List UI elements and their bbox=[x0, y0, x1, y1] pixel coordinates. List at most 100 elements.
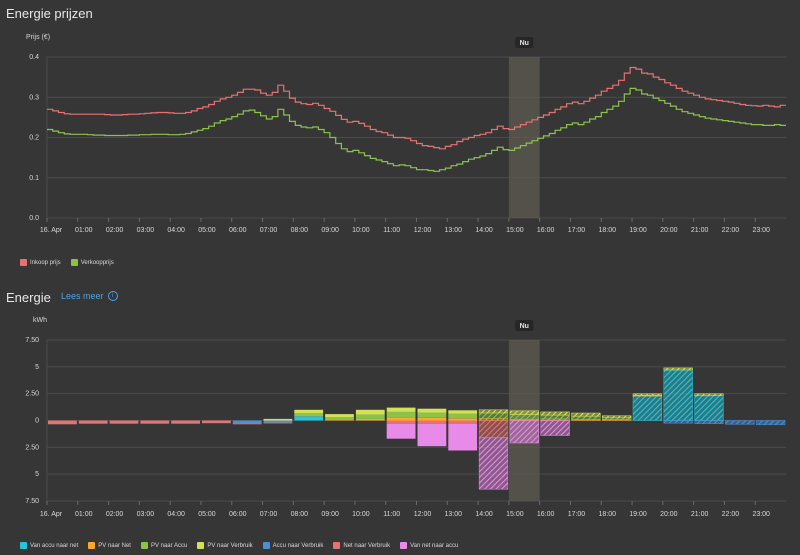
bar-0-19 bbox=[632, 395, 663, 421]
energy-card-title: Energie bbox=[6, 290, 51, 305]
bar-2-11 bbox=[386, 411, 416, 418]
legend-swatch bbox=[262, 542, 270, 549]
x-tick-label: 15:00 bbox=[506, 227, 524, 234]
x-tick-label: 08:00 bbox=[291, 227, 309, 234]
x-tick-label: 20:00 bbox=[660, 227, 678, 234]
legend-item-inkoop[interactable]: Inkoop prijs bbox=[20, 259, 61, 266]
bar-3-14 bbox=[478, 409, 509, 414]
bar-5-13 bbox=[448, 420, 478, 424]
x-tick-label: 17:00 bbox=[568, 511, 586, 518]
x-tick-label: 18:00 bbox=[598, 227, 616, 234]
legend-item-pv-verbruik[interactable]: PV naar Verbruik bbox=[197, 542, 253, 549]
x-tick-label: 15:00 bbox=[506, 511, 524, 518]
bar-3-15 bbox=[509, 410, 539, 415]
bar-5-0 bbox=[48, 420, 77, 425]
x-tick-label: 12:00 bbox=[414, 227, 432, 234]
bar-1-11 bbox=[386, 417, 416, 421]
x-tick-label: 05:00 bbox=[198, 511, 216, 518]
x-tick-label: 06:00 bbox=[229, 511, 247, 518]
x-tick-label: 07:00 bbox=[260, 227, 278, 234]
now-label: Nu bbox=[520, 40, 529, 47]
bar-1-14 bbox=[478, 418, 509, 421]
x-tick-label: 16. Apr bbox=[40, 227, 63, 234]
bar-5-12 bbox=[417, 420, 447, 424]
legend-label: PV naar Accu bbox=[150, 542, 188, 549]
bar-4-7 bbox=[263, 420, 293, 423]
bar-5-2 bbox=[109, 420, 139, 424]
legend-label: Accu naar Verbruik bbox=[272, 542, 324, 549]
series-line-1 bbox=[47, 87, 786, 172]
y-tick-label: 5 bbox=[35, 471, 39, 478]
bar-5-4 bbox=[171, 420, 200, 424]
bar-3-11 bbox=[386, 407, 416, 412]
y-tick-label: 0 bbox=[35, 418, 39, 425]
now-band bbox=[508, 57, 540, 218]
y-tick-label: 0.1 bbox=[29, 175, 39, 182]
legend-item-net-accu[interactable]: Van net naar accu bbox=[400, 542, 458, 549]
legend-swatch bbox=[20, 259, 27, 266]
bar-3-13 bbox=[448, 410, 478, 414]
legend-item-accu-net[interactable]: Van accu naar net bbox=[20, 542, 78, 549]
bar-6-11 bbox=[386, 423, 416, 439]
bar-3-9 bbox=[325, 414, 354, 418]
legend-item-net-verbruik[interactable]: Net naar Verbruik bbox=[333, 542, 390, 549]
x-tick-label: 09:00 bbox=[321, 511, 339, 518]
bar-2-15 bbox=[509, 414, 539, 420]
legend-swatch bbox=[140, 542, 148, 549]
bar-2-14 bbox=[478, 412, 509, 419]
bar-5-6 bbox=[232, 423, 262, 425]
x-tick-label: 22:00 bbox=[722, 511, 740, 518]
x-tick-label: 16. Apr bbox=[40, 511, 63, 518]
energy-unit-label: kWh bbox=[33, 317, 47, 324]
x-tick-label: 11:00 bbox=[383, 227, 400, 234]
bar-3-19 bbox=[632, 393, 663, 396]
x-tick-label: 03:00 bbox=[137, 511, 155, 518]
info-icon: i bbox=[107, 291, 118, 301]
legend-item-pv-net[interactable]: PV naar Net bbox=[88, 542, 131, 549]
legend-item-pv-accu[interactable]: PV naar Accu bbox=[140, 542, 188, 549]
now-label-bg bbox=[515, 37, 534, 48]
bar-3-20 bbox=[663, 367, 693, 371]
x-tick-label: 08:00 bbox=[291, 511, 309, 518]
prices-legend: Inkoop prijs Verkoopprijs bbox=[20, 259, 114, 266]
x-tick-label: 04:00 bbox=[167, 227, 185, 234]
x-tick-label: 05:00 bbox=[198, 227, 216, 234]
legend-label: Net naar Verbruik bbox=[343, 542, 391, 549]
bar-3-12 bbox=[417, 408, 447, 413]
bar-4-6 bbox=[232, 420, 262, 424]
bar-2-16 bbox=[540, 414, 570, 420]
x-tick-label: 14:00 bbox=[475, 227, 493, 234]
legend-label: PV naar Verbruik bbox=[207, 542, 253, 549]
bar-1-9 bbox=[325, 419, 354, 421]
x-tick-label: 22:00 bbox=[722, 227, 740, 234]
bar-0-21 bbox=[694, 395, 724, 421]
legend-swatch bbox=[333, 542, 341, 549]
x-tick-label: 03:00 bbox=[137, 227, 155, 234]
bar-6-15 bbox=[509, 420, 539, 444]
bar-2-12 bbox=[417, 412, 447, 418]
x-tick-label: 23:00 bbox=[752, 511, 770, 518]
legend-swatch bbox=[197, 542, 205, 549]
y-tick-label: 2.50 bbox=[25, 391, 39, 398]
bar-4-22 bbox=[725, 420, 755, 425]
legend-swatch bbox=[20, 542, 27, 549]
y-tick-label: 5 bbox=[35, 364, 39, 371]
x-tick-label: 02:00 bbox=[106, 511, 124, 518]
x-tick-label: 13:00 bbox=[445, 227, 463, 234]
bar-2-17 bbox=[571, 415, 601, 420]
now-label: Nu bbox=[520, 323, 529, 330]
read-more-label: Lees meer bbox=[61, 291, 104, 301]
x-tick-label: 14:00 bbox=[475, 511, 493, 518]
read-more-link[interactable]: Lees meer i bbox=[61, 291, 118, 301]
prices-card-title: Energie prijzen bbox=[6, 6, 93, 21]
legend-item-verkoop[interactable]: Verkoopprijs bbox=[70, 259, 114, 266]
bar-3-18 bbox=[602, 415, 632, 419]
legend-item-accu-verbruik[interactable]: Accu naar Verbruik bbox=[262, 542, 324, 549]
y-tick-label: 0.3 bbox=[29, 94, 39, 101]
bar-1-10 bbox=[355, 418, 385, 421]
y-tick-label: 2.50 bbox=[25, 444, 39, 451]
bar-4-21 bbox=[694, 420, 724, 424]
now-label-bg bbox=[515, 320, 534, 331]
